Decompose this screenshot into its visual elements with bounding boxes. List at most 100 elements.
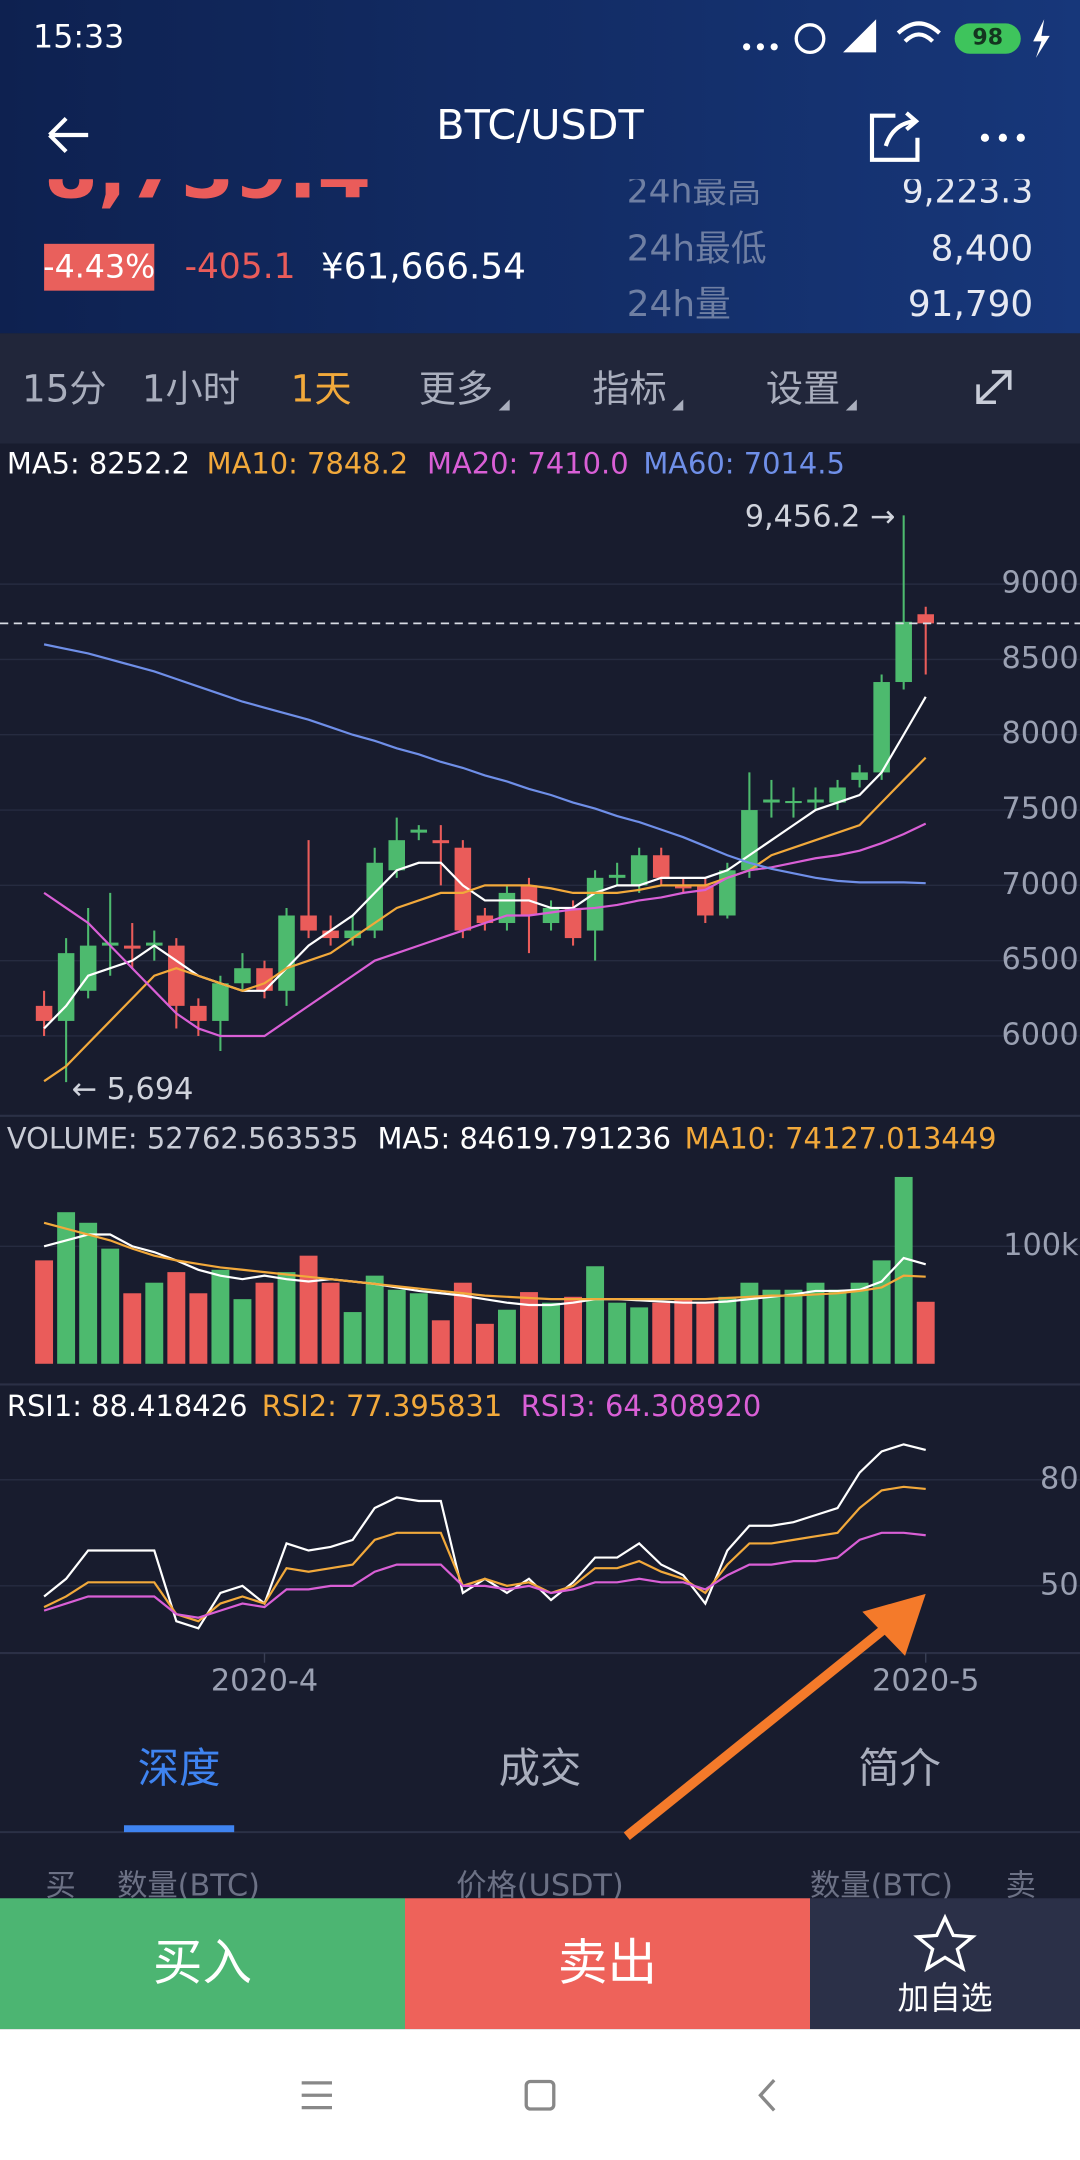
volume-bar <box>784 1289 803 1364</box>
candle-body <box>388 840 405 871</box>
fullscreen-button[interactable] <box>976 370 1012 405</box>
volume-bar <box>35 1260 54 1364</box>
price: 8,739.4 <box>44 126 371 216</box>
volume-bar <box>564 1296 583 1364</box>
tab[interactable]: 深度 <box>138 1745 221 1793</box>
buy-label: 买入 <box>153 1933 252 1991</box>
y-tick-label: 8000 <box>1002 716 1079 751</box>
extreme-label: 9,456.2 → <box>745 500 896 535</box>
sell-label: 卖出 <box>558 1933 657 1991</box>
menu-key[interactable] <box>301 2081 332 2110</box>
candle-body <box>542 907 560 924</box>
volume-bar <box>806 1282 825 1364</box>
tab[interactable]: 成交 <box>499 1745 582 1793</box>
candle-body <box>35 1005 53 1021</box>
volume-bar <box>167 1272 186 1364</box>
candle-body <box>829 787 846 803</box>
volume-bar <box>211 1269 230 1364</box>
candle-body <box>785 801 802 804</box>
candle-body <box>123 945 141 949</box>
interval-tab[interactable]: 设置 <box>766 367 840 411</box>
star-icon <box>913 1913 977 1973</box>
depth-header: 价格(USDT) <box>456 1869 623 1904</box>
status-icons <box>743 19 1050 58</box>
interval-tabs: 15分 1小时 1天 更多 指标 设置 <box>22 367 857 411</box>
volume-bar <box>894 1176 913 1364</box>
indicator-line <box>43 1443 926 1630</box>
candle-body <box>719 870 736 916</box>
volume-bar <box>277 1272 296 1364</box>
candle-body <box>873 682 890 773</box>
candle-body <box>652 855 670 878</box>
candle-body <box>741 810 758 871</box>
candle-body <box>586 877 604 931</box>
interval-tab[interactable]: 1小时 <box>142 367 240 411</box>
y-tick-label: 7500 <box>1002 792 1079 827</box>
volume-bar <box>740 1282 759 1364</box>
y-tick-label: 9000 <box>1002 566 1079 601</box>
indicator-line <box>43 696 927 1030</box>
volume-bar <box>343 1312 362 1364</box>
depth-header: 买 <box>45 1869 75 1904</box>
home-key[interactable] <box>524 2079 556 2111</box>
change-pct: -4.43% <box>43 250 155 286</box>
candle-body <box>79 945 97 991</box>
volume-bar <box>762 1289 781 1364</box>
volume-bar <box>916 1301 935 1364</box>
interval-tab[interactable]: 更多 <box>419 367 493 411</box>
x-tick-label: 2020-4 <box>211 1663 318 1698</box>
volume-bar <box>299 1255 318 1364</box>
y-tick-label: 100k <box>1003 1228 1079 1263</box>
stat-value: 91,790 <box>908 284 1033 325</box>
indicator-line <box>43 1485 926 1623</box>
volume-bar <box>497 1309 516 1364</box>
volume-bar <box>431 1320 450 1364</box>
candle-body <box>895 621 912 683</box>
legend-entry: MA10: 7848.2 <box>207 447 409 481</box>
stat-label: 24h量 <box>627 284 731 325</box>
legend-entry: MA5: 8252.2 <box>7 447 190 481</box>
candle-body <box>476 915 494 924</box>
legend-entry: MA20: 7410.0 <box>427 447 629 481</box>
share-button[interactable] <box>869 111 920 162</box>
volume-bar <box>321 1282 340 1364</box>
indicator-line <box>43 643 926 885</box>
candle-body <box>917 614 934 624</box>
volume-bar <box>189 1293 208 1364</box>
buy-button[interactable] <box>0 1898 405 2030</box>
legend-entry: VOLUME: 52762.563535 <box>7 1122 358 1156</box>
candle-body <box>212 983 229 1021</box>
candle-body <box>57 953 75 1021</box>
volume-bar <box>57 1212 76 1364</box>
candle-body <box>322 930 339 939</box>
back-button[interactable] <box>48 117 89 153</box>
legend-entry: MA5: 84619.791236 <box>377 1122 671 1156</box>
legend-entry: RSI3: 64.308920 <box>521 1389 762 1423</box>
candle-body <box>410 829 428 833</box>
interval-tab[interactable]: 1天 <box>291 367 352 411</box>
tab[interactable]: 简介 <box>858 1745 941 1793</box>
volume-bar <box>630 1307 649 1364</box>
back-key[interactable] <box>758 2078 776 2112</box>
candle-body <box>234 968 251 984</box>
volume-bar <box>255 1282 274 1364</box>
battery-level: 98 <box>972 26 1003 51</box>
candle-body <box>807 799 824 803</box>
price-info: 8,739.4 24h最高 9,223.3 <box>44 126 1033 216</box>
more-button[interactable] <box>980 133 1025 142</box>
interval-tab[interactable]: 指标 <box>592 367 666 411</box>
volume-bar <box>828 1289 847 1364</box>
volume-bar <box>123 1293 142 1364</box>
title-bar <box>0 82 1080 180</box>
candle-body <box>608 874 626 878</box>
dropdown-caret <box>498 399 510 411</box>
stat-label: 24h最高 <box>627 171 761 211</box>
change: -405.1 <box>185 247 296 287</box>
interval-tab[interactable]: 15分 <box>22 367 107 411</box>
change-badge <box>44 243 155 291</box>
volume-bar <box>608 1302 627 1364</box>
tab-indicator <box>123 1825 235 1833</box>
legend-entry: MA10: 74127.013449 <box>685 1122 997 1156</box>
y-tick-label: 6500 <box>1002 942 1079 977</box>
sell-button[interactable] <box>405 1898 810 2030</box>
